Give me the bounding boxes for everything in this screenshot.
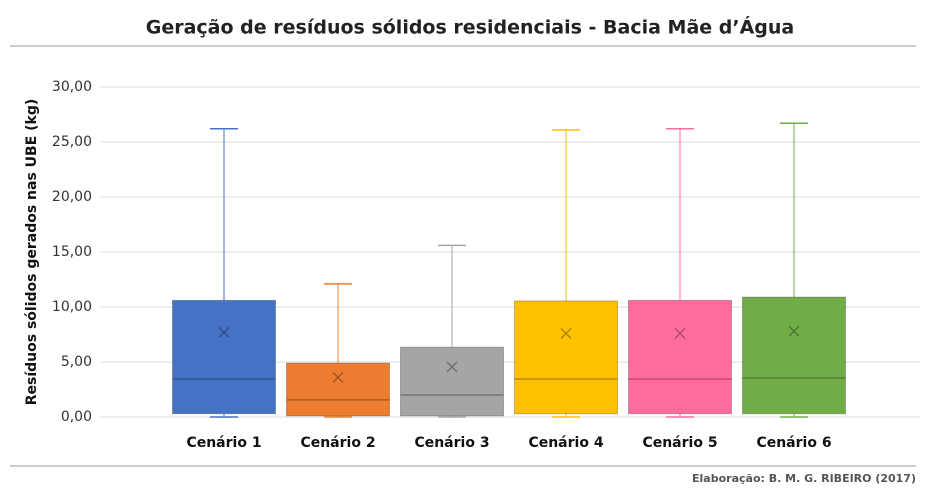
mean-marker — [218, 326, 230, 338]
y-axis-label: Resíduos sólidos gerados nas UBE (kg) — [24, 99, 40, 406]
footer: Elaboração: B. M. G. RIBEIRO (2017) — [692, 472, 916, 485]
y-tick-label: 10,00 — [52, 299, 92, 315]
x-tick-label: Cenário 1 — [186, 435, 261, 451]
mean-marker — [332, 371, 344, 383]
y-tick-label: 0,00 — [61, 409, 92, 425]
box — [172, 299, 276, 415]
x-tick-label: Cenário 2 — [300, 435, 375, 451]
box — [514, 300, 618, 415]
x-tick-label: Cenário 3 — [414, 435, 489, 451]
y-tick-label: 25,00 — [52, 134, 92, 150]
box — [400, 346, 504, 417]
box — [742, 296, 846, 415]
mean-marker — [674, 327, 686, 339]
x-tick-label: Cenário 4 — [528, 435, 603, 451]
y-tick-label: 15,00 — [52, 244, 92, 260]
y-tick-label: 20,00 — [52, 189, 92, 205]
chart-title: Geração de resíduos sólidos residenciais… — [146, 16, 795, 39]
box — [286, 362, 390, 417]
box — [628, 299, 732, 415]
y-tick-label: 30,00 — [52, 79, 92, 95]
mean-marker — [788, 325, 800, 337]
y-tick-label: 5,00 — [61, 354, 92, 370]
x-tick-label: Cenário 6 — [756, 435, 831, 451]
x-tick-label: Cenário 5 — [642, 435, 717, 451]
mean-marker — [560, 327, 572, 339]
mean-marker — [446, 361, 458, 373]
